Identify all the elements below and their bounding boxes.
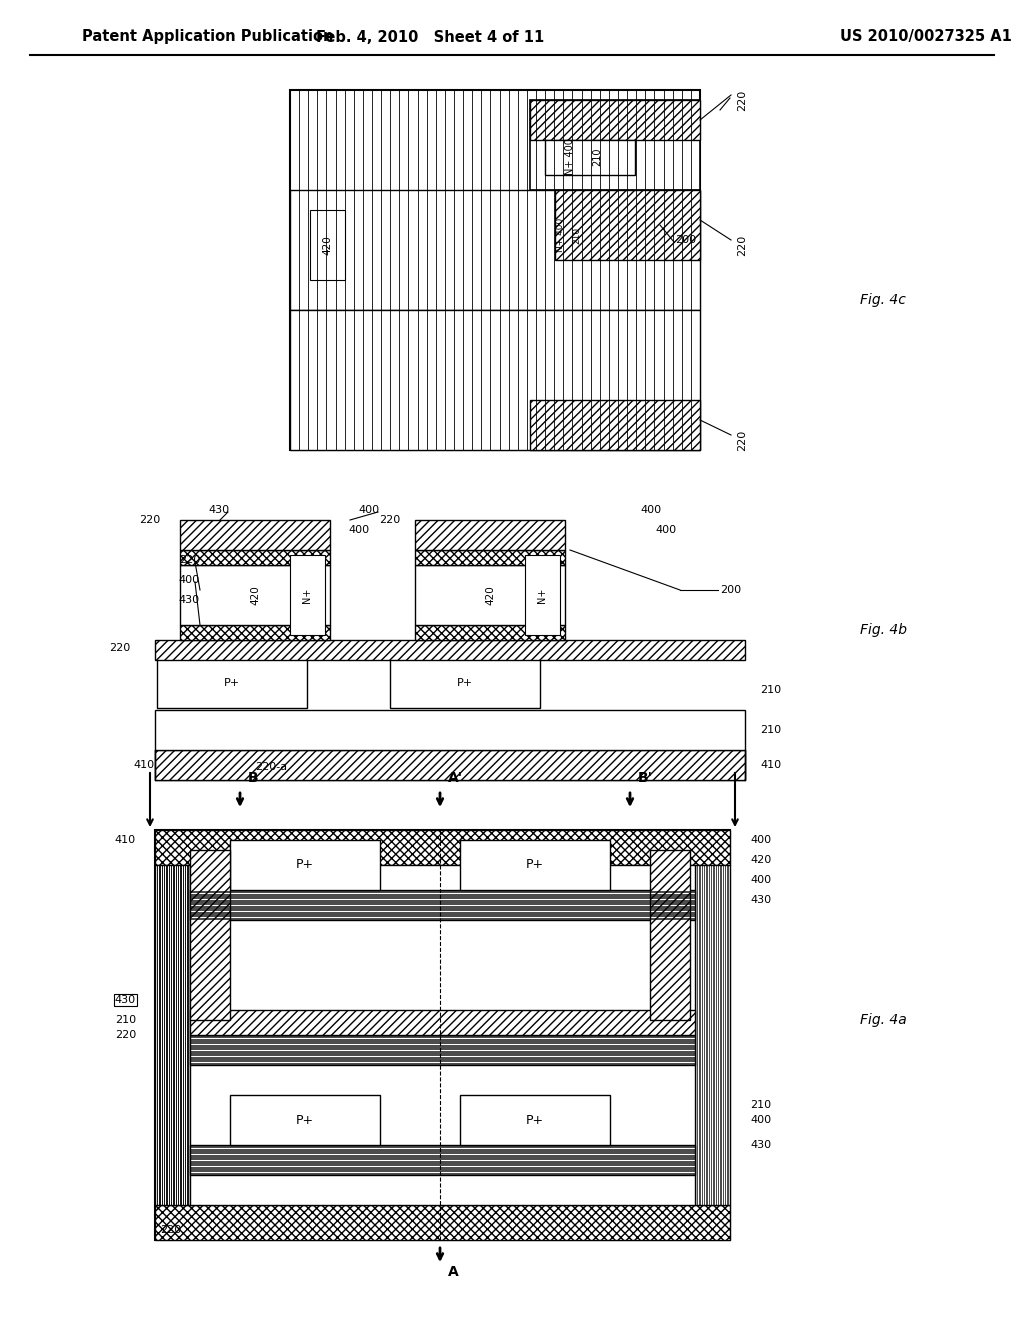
- Bar: [290, 310, 700, 450]
- Bar: [390, 657, 540, 708]
- Text: A': A': [449, 771, 463, 785]
- Bar: [230, 840, 380, 890]
- Bar: [155, 710, 745, 750]
- Text: 200: 200: [720, 585, 741, 595]
- Bar: [695, 865, 730, 1205]
- Text: 400: 400: [750, 875, 771, 884]
- Text: 400: 400: [349, 525, 370, 535]
- Bar: [190, 890, 695, 920]
- Bar: [190, 1035, 695, 1065]
- Text: 410: 410: [115, 836, 136, 845]
- Text: 430: 430: [209, 506, 230, 515]
- Bar: [155, 750, 745, 780]
- Text: Fig. 4a: Fig. 4a: [860, 1012, 906, 1027]
- Text: 200: 200: [675, 235, 696, 246]
- Text: P+: P+: [457, 678, 473, 688]
- Text: P+: P+: [526, 1114, 544, 1126]
- Text: B': B': [638, 771, 653, 785]
- Text: 220: 220: [138, 515, 160, 525]
- Text: 420: 420: [485, 585, 495, 605]
- Text: 430: 430: [750, 1140, 771, 1150]
- Bar: [155, 640, 745, 660]
- Bar: [155, 830, 730, 865]
- Text: 410: 410: [760, 760, 781, 770]
- Text: 400: 400: [179, 576, 200, 585]
- Bar: [310, 210, 345, 280]
- Text: 400: 400: [358, 506, 380, 515]
- Text: 210: 210: [592, 148, 602, 166]
- Text: 400: 400: [750, 1115, 771, 1125]
- Bar: [415, 624, 565, 640]
- Bar: [460, 1096, 610, 1144]
- Text: 430: 430: [115, 995, 136, 1005]
- Bar: [230, 1096, 380, 1144]
- Text: 400: 400: [640, 506, 662, 515]
- Bar: [190, 1144, 695, 1175]
- Text: N+ 400: N+ 400: [565, 139, 575, 176]
- Text: A: A: [449, 1265, 459, 1279]
- Bar: [290, 90, 700, 450]
- Bar: [157, 657, 307, 708]
- Text: Feb. 4, 2010   Sheet 4 of 11: Feb. 4, 2010 Sheet 4 of 11: [315, 29, 544, 45]
- Text: P+: P+: [224, 678, 240, 688]
- Text: 210: 210: [760, 725, 781, 735]
- Text: P+: P+: [526, 858, 544, 871]
- Text: 410: 410: [134, 760, 155, 770]
- Bar: [415, 565, 565, 624]
- Text: 220: 220: [109, 643, 130, 653]
- Bar: [650, 850, 690, 1020]
- Text: 220: 220: [179, 554, 200, 565]
- Text: Fig. 4b: Fig. 4b: [860, 623, 907, 638]
- Text: 420: 420: [750, 855, 771, 865]
- Text: Fig. 4c: Fig. 4c: [860, 293, 906, 308]
- Text: 220: 220: [737, 235, 746, 256]
- Text: 220-a: 220-a: [255, 762, 287, 772]
- Bar: [180, 550, 330, 565]
- Bar: [555, 190, 700, 260]
- Text: 220: 220: [379, 515, 400, 525]
- Bar: [190, 865, 695, 1205]
- Text: 210: 210: [760, 685, 781, 696]
- Bar: [190, 850, 230, 1020]
- Text: N+: N+: [302, 587, 312, 603]
- Text: 430: 430: [750, 895, 771, 906]
- Text: 220: 220: [737, 429, 746, 450]
- Bar: [530, 100, 700, 140]
- Bar: [155, 865, 190, 1205]
- Bar: [180, 624, 330, 640]
- Text: N+: N+: [537, 587, 547, 603]
- Text: 220: 220: [115, 1030, 136, 1040]
- Text: 210: 210: [572, 227, 581, 244]
- Bar: [415, 550, 565, 565]
- Text: 400: 400: [750, 836, 771, 845]
- Text: Patent Application Publication: Patent Application Publication: [82, 29, 334, 45]
- Bar: [290, 190, 700, 310]
- Text: 220: 220: [737, 90, 746, 111]
- Text: 210: 210: [115, 1015, 136, 1026]
- Bar: [155, 750, 745, 780]
- Bar: [155, 830, 730, 1239]
- Bar: [180, 565, 330, 624]
- Bar: [290, 554, 325, 635]
- Text: 420: 420: [322, 235, 332, 255]
- Text: B: B: [248, 771, 259, 785]
- Bar: [460, 840, 610, 890]
- Bar: [155, 1205, 730, 1239]
- Text: 210: 210: [750, 1100, 771, 1110]
- Bar: [190, 1010, 695, 1035]
- Bar: [415, 520, 565, 550]
- Text: N+ 400: N+ 400: [556, 218, 565, 252]
- Text: P+: P+: [296, 858, 314, 871]
- Bar: [530, 100, 700, 190]
- Text: P+: P+: [296, 1114, 314, 1126]
- Bar: [525, 554, 560, 635]
- Text: US 2010/0027325 A1: US 2010/0027325 A1: [840, 29, 1012, 45]
- Bar: [180, 520, 330, 550]
- Text: 220: 220: [160, 1225, 181, 1236]
- Bar: [530, 400, 700, 450]
- Bar: [545, 140, 635, 176]
- Text: 430: 430: [179, 595, 200, 605]
- Text: 400: 400: [655, 525, 676, 535]
- Text: 420: 420: [250, 585, 260, 605]
